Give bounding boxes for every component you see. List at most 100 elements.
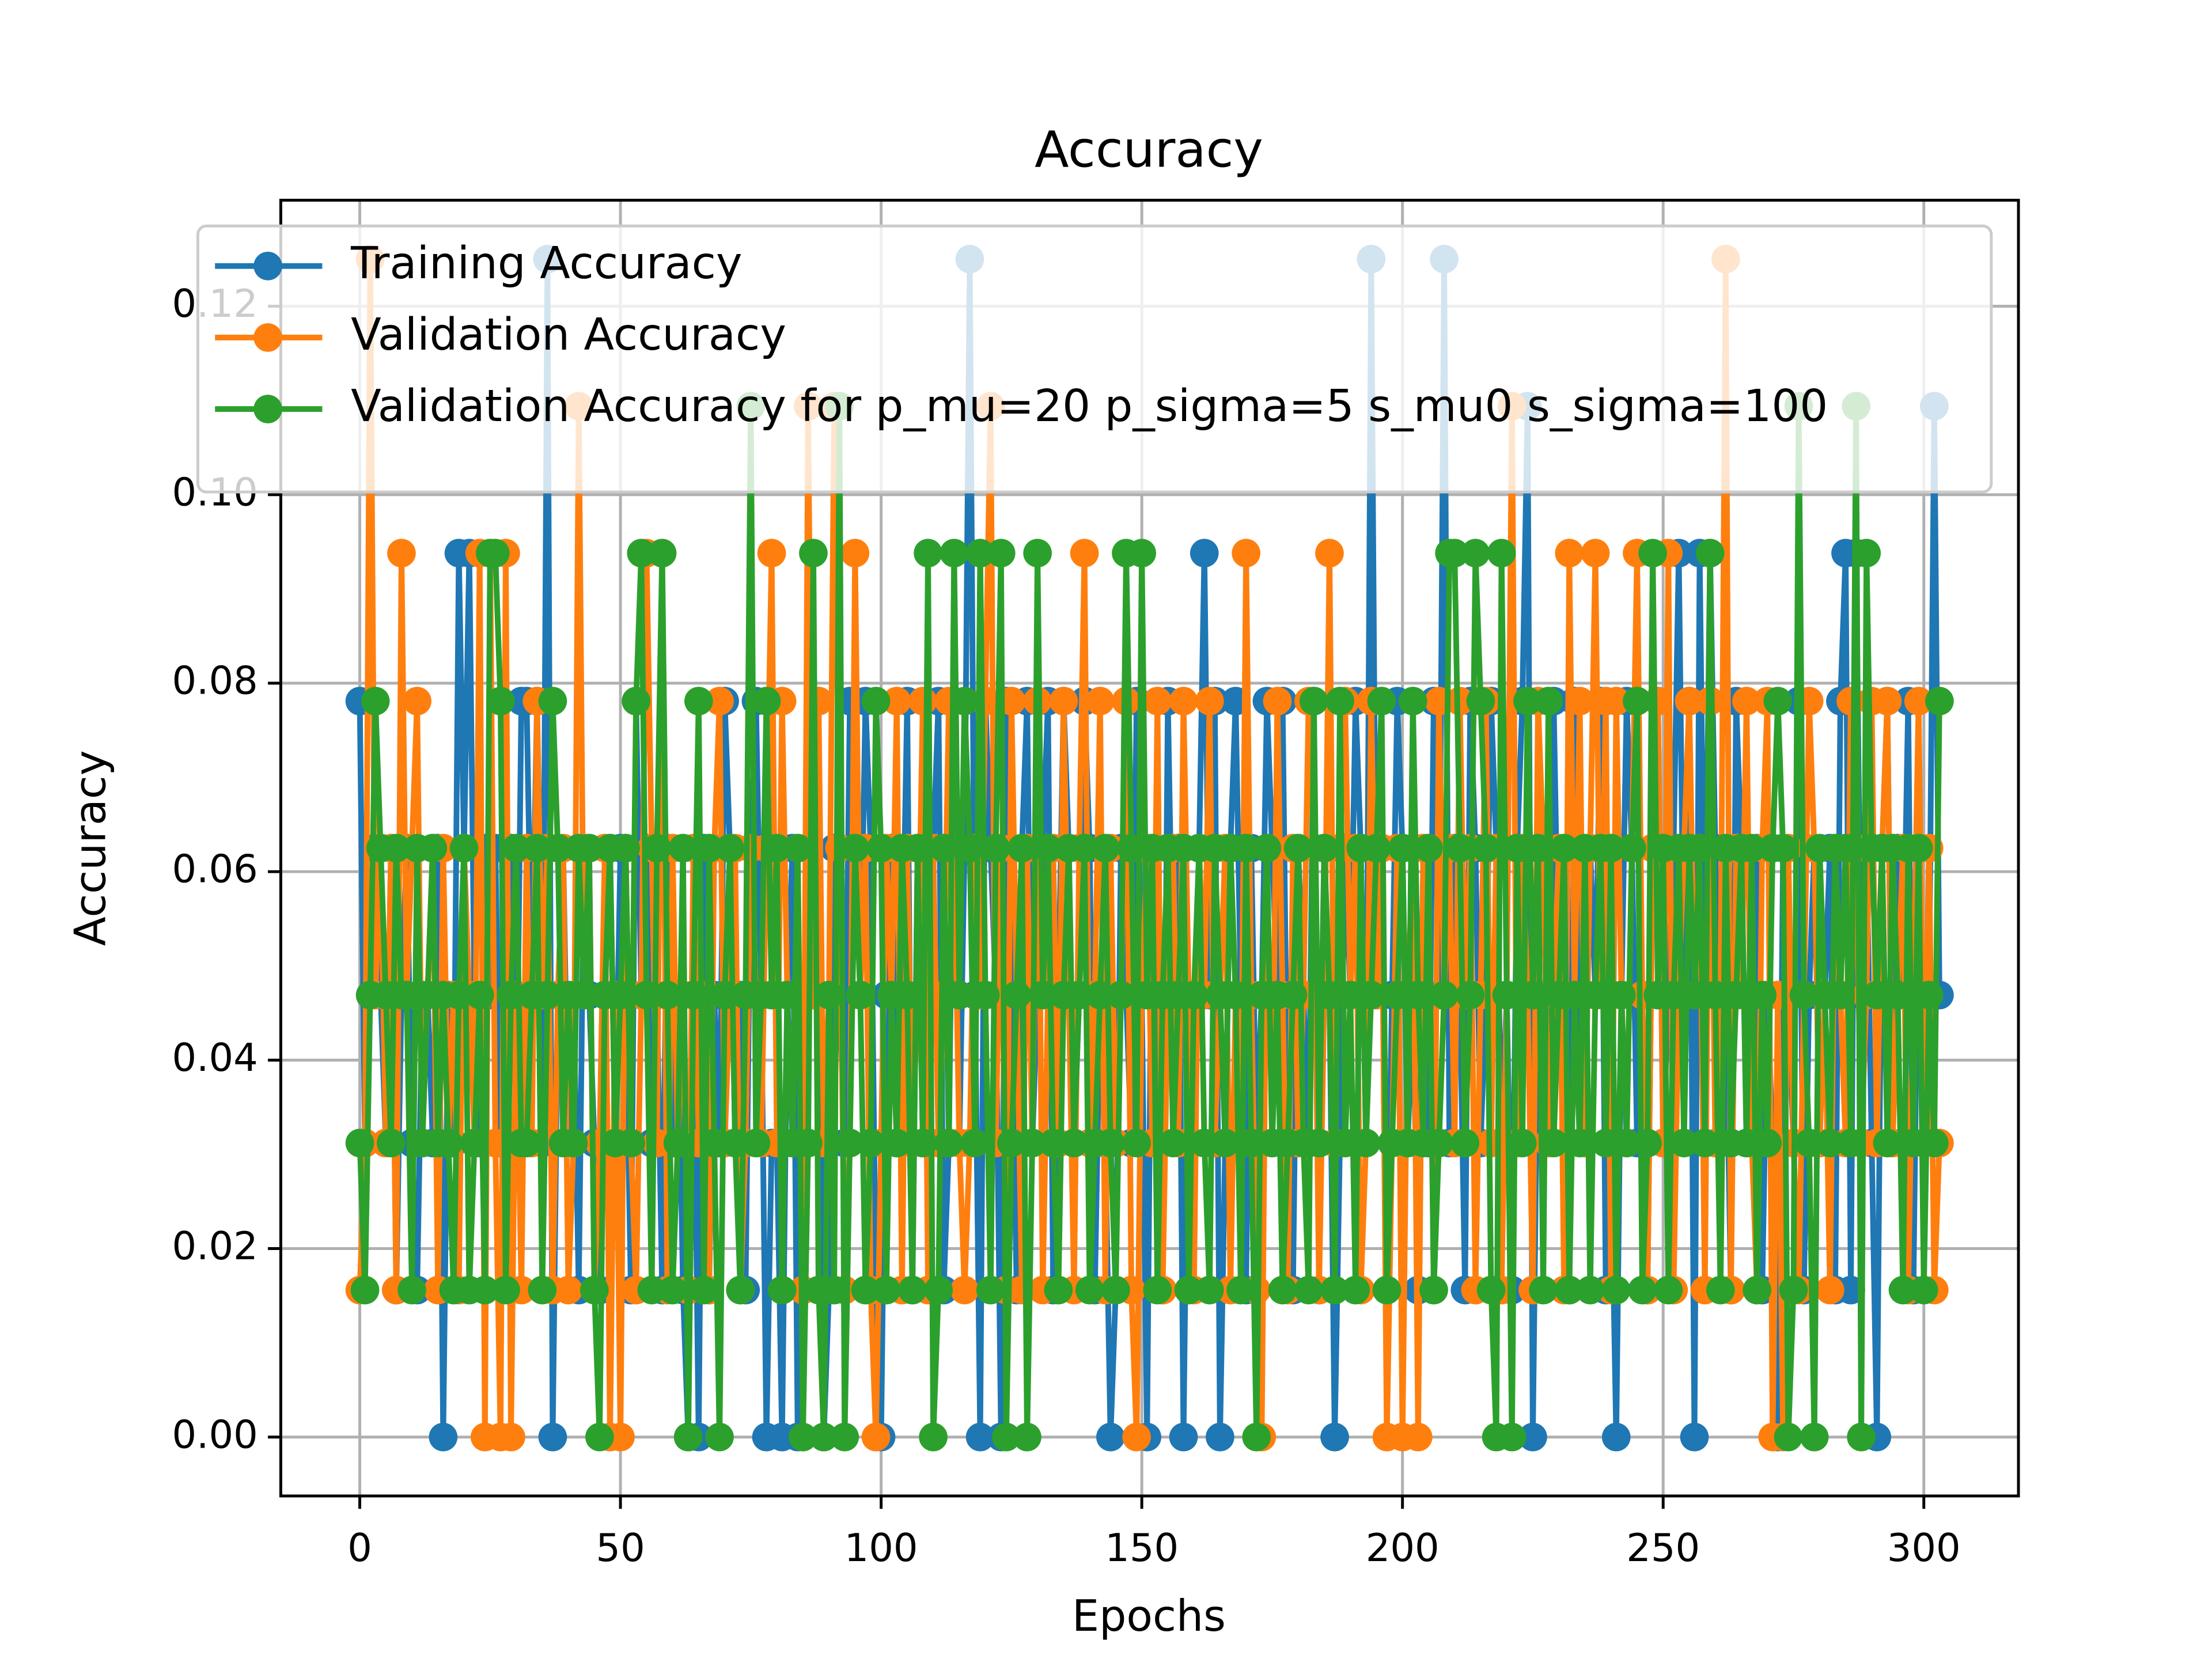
data-point (1414, 834, 1443, 863)
data-point (1232, 834, 1260, 863)
data-point (1044, 1275, 1073, 1305)
data-point (502, 834, 531, 863)
data-point (522, 834, 552, 863)
data-point (1618, 834, 1646, 863)
data-point (960, 1128, 990, 1158)
data-point (1362, 834, 1391, 863)
data-point (1169, 687, 1198, 715)
data-point (449, 834, 479, 863)
data-point (789, 1422, 817, 1452)
data-point (554, 1275, 583, 1305)
data-point (851, 1275, 880, 1305)
data-point (1690, 1128, 1719, 1158)
data-point (1596, 834, 1626, 863)
data-point (361, 687, 390, 715)
data-point (1320, 1275, 1349, 1305)
data-point (1440, 539, 1469, 568)
data-point (1732, 687, 1761, 715)
data-point (627, 539, 656, 568)
data-point (835, 1128, 865, 1158)
data-point (934, 1128, 964, 1158)
data-point (1315, 980, 1344, 1010)
data-point (512, 1128, 541, 1158)
data-point (616, 1128, 646, 1158)
data-point (622, 687, 651, 715)
data-point (1085, 687, 1115, 715)
data-point (820, 1275, 849, 1305)
data-point (1190, 1128, 1219, 1158)
x-axis-label: Epochs (1072, 1591, 1226, 1641)
data-point (392, 980, 421, 1010)
data-point (1315, 539, 1344, 568)
data-point (903, 834, 932, 863)
data-point (1883, 980, 1912, 1010)
data-point (804, 687, 833, 715)
data-point (1904, 834, 1933, 863)
legend-label: Validation Accuracy for p_mu=20 p_sigma=… (351, 381, 1828, 432)
data-point (1070, 834, 1099, 863)
data-point (695, 834, 724, 863)
data-point (1888, 1275, 1918, 1305)
data-point (1513, 687, 1542, 715)
data-point (1873, 1128, 1902, 1158)
data-point (632, 980, 661, 1010)
data-point (1039, 1128, 1068, 1158)
data-point (1904, 687, 1933, 715)
data-point (1654, 1275, 1683, 1305)
data-point (1836, 1128, 1865, 1158)
data-point (1018, 1128, 1047, 1158)
data-point (350, 1275, 380, 1305)
data-point (606, 980, 635, 1010)
data-point (840, 834, 870, 863)
data-point (1471, 834, 1501, 863)
data-point (1013, 1422, 1041, 1452)
data-point (1033, 834, 1063, 863)
data-point (965, 539, 995, 568)
data-point (1862, 980, 1892, 1010)
data-point (1158, 1128, 1188, 1158)
data-point (382, 834, 411, 863)
data-point (721, 1128, 750, 1158)
data-point (658, 1275, 687, 1305)
data-point (1404, 1422, 1433, 1452)
data-point (882, 1128, 911, 1158)
data-point (1873, 687, 1902, 715)
data-point (585, 1422, 614, 1452)
data-point (1331, 1128, 1359, 1158)
data-point (543, 834, 573, 863)
data-point (465, 980, 494, 1010)
data-point (497, 980, 525, 1010)
data-point (965, 1422, 995, 1452)
data-point (1232, 539, 1260, 568)
data-point (1107, 980, 1135, 1010)
data-point (1550, 834, 1579, 863)
data-point (840, 539, 870, 568)
plot-area (345, 245, 1954, 1452)
data-point (1659, 980, 1688, 1010)
data-point (861, 1422, 891, 1452)
data-point (726, 1275, 755, 1305)
data-point (1127, 539, 1156, 568)
data-point (1508, 1128, 1537, 1158)
data-point (1283, 834, 1313, 863)
data-point (846, 980, 875, 1010)
data-point (1492, 980, 1521, 1010)
data-point (1581, 980, 1610, 1010)
data-point (1487, 539, 1516, 568)
data-point (815, 980, 843, 1010)
data-point (919, 1422, 948, 1452)
data-point (1581, 539, 1610, 568)
data-point (1534, 687, 1563, 715)
data-point (872, 1275, 901, 1305)
data-point (1278, 980, 1308, 1010)
data-point (1367, 687, 1396, 715)
data-point (1190, 539, 1219, 568)
legend-marker (253, 323, 282, 352)
data-point (1007, 834, 1036, 863)
data-point (1476, 1275, 1506, 1305)
data-point (403, 687, 431, 715)
data-point (1680, 1422, 1709, 1452)
data-point (767, 1275, 797, 1305)
data-point (1404, 980, 1433, 1010)
